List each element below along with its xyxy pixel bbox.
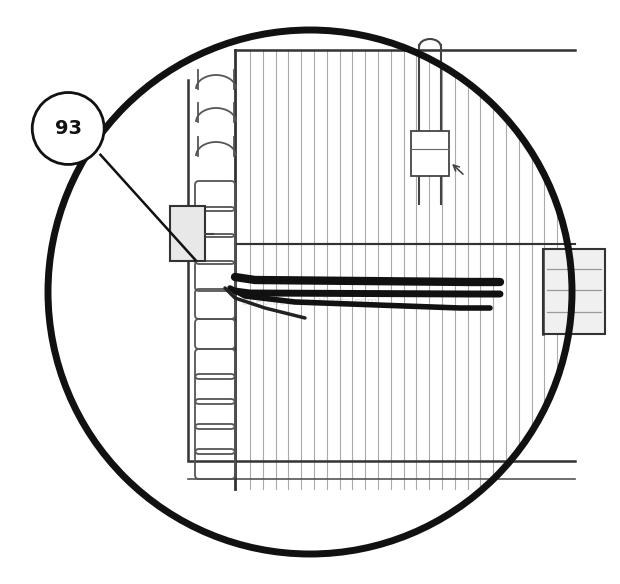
Circle shape [32,92,104,165]
Bar [543,249,605,334]
Text: eReplacementParts.com: eReplacementParts.com [242,297,378,307]
Text: 93: 93 [55,119,82,138]
Bar [170,206,205,261]
Circle shape [50,32,570,552]
Bar [411,131,449,176]
